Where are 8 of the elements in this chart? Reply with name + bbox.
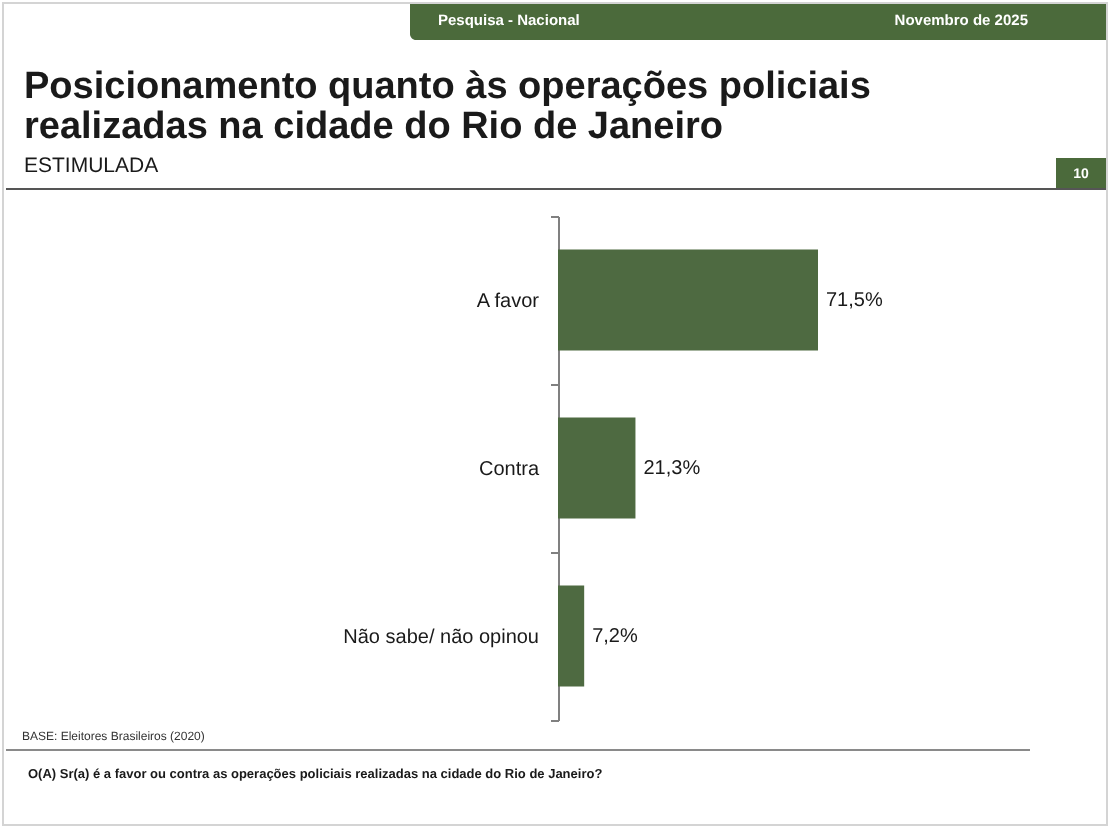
text: ESTIMULADA — [24, 154, 159, 178]
chart-title: Posicionamento quanto às operações policiais realizadas na cidade do Rio de Janeiro — [24, 66, 871, 148]
data-label: 7,2% — [592, 626, 638, 648]
y-tick-label: A favor — [476, 291, 541, 313]
data-label: 71,5% — [826, 290, 883, 312]
data-label: 21,3% — [643, 458, 701, 480]
y-tick-label: Não sabe/ não opinou — [343, 627, 539, 649]
y-tick-label: Contra — [478, 459, 540, 481]
